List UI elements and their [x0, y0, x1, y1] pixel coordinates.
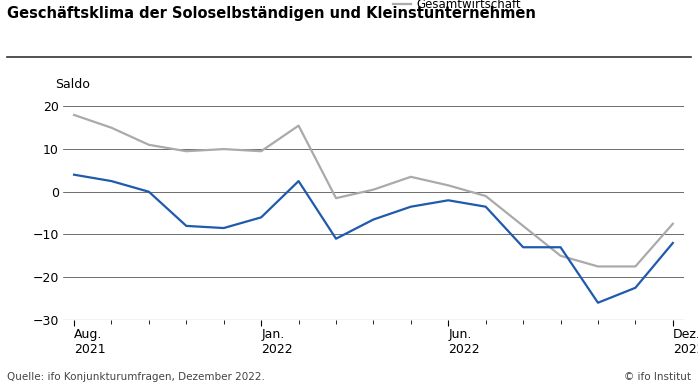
Text: Geschäftsklima der Soloselbständigen und Kleinstunternehmen: Geschäftsklima der Soloselbständigen und… [7, 6, 536, 21]
Text: © ifo Institut: © ifo Institut [624, 372, 691, 382]
Text: Saldo: Saldo [55, 78, 90, 92]
Legend: Soloselbstständige und Kleinstunternehmen, Gesamtwirtschaft: Soloselbstständige und Kleinstunternehme… [393, 0, 678, 11]
Text: Quelle: ifo Konjunkturumfragen, Dezember 2022.: Quelle: ifo Konjunkturumfragen, Dezember… [7, 372, 265, 382]
